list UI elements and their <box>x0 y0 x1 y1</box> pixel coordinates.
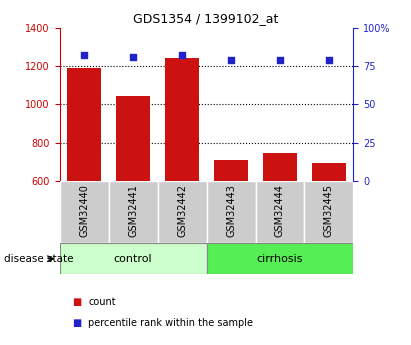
Text: cirrhosis: cirrhosis <box>257 254 303 264</box>
Text: GSM32445: GSM32445 <box>324 184 334 237</box>
Text: GDS1354 / 1399102_at: GDS1354 / 1399102_at <box>133 12 278 25</box>
Text: GSM32444: GSM32444 <box>275 184 285 237</box>
Point <box>228 57 234 62</box>
Bar <box>305 181 353 243</box>
Bar <box>263 153 297 181</box>
Point <box>277 57 283 62</box>
Bar <box>256 181 305 243</box>
Bar <box>60 181 109 243</box>
Point <box>81 52 88 58</box>
Bar <box>109 181 157 243</box>
Bar <box>214 160 248 181</box>
Text: GSM32440: GSM32440 <box>79 184 89 237</box>
Point <box>179 52 185 58</box>
Text: control: control <box>114 254 152 264</box>
Text: ■: ■ <box>72 318 81 327</box>
Bar <box>116 96 150 181</box>
Point <box>130 54 136 60</box>
Text: count: count <box>88 297 116 307</box>
Point <box>326 57 332 62</box>
Text: GSM32443: GSM32443 <box>226 184 236 237</box>
Bar <box>165 58 199 181</box>
Text: GSM32441: GSM32441 <box>128 184 138 237</box>
Bar <box>60 243 206 274</box>
Text: disease state: disease state <box>4 254 74 264</box>
Bar <box>206 181 256 243</box>
Bar <box>67 68 101 181</box>
Text: GSM32442: GSM32442 <box>177 184 187 237</box>
Bar <box>206 243 353 274</box>
Bar <box>312 163 346 181</box>
Text: ■: ■ <box>72 297 81 307</box>
Text: percentile rank within the sample: percentile rank within the sample <box>88 318 253 327</box>
Bar <box>157 181 206 243</box>
